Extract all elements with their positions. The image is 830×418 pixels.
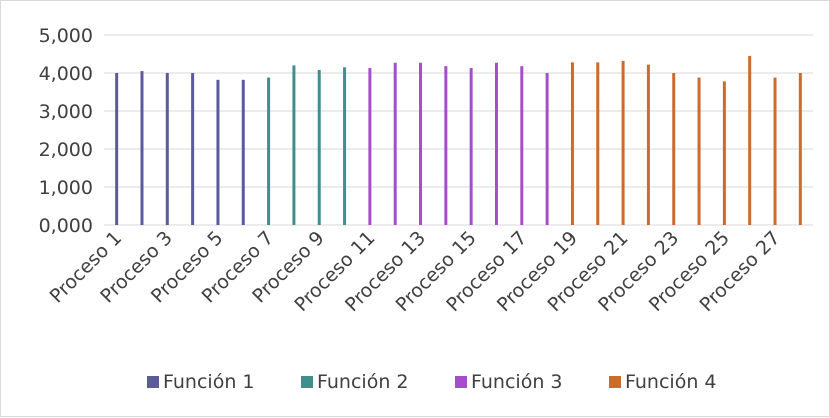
bar (748, 55, 752, 226)
bar (419, 62, 423, 225)
y-tick-label: 0,000 (39, 215, 93, 237)
legend-swatch (455, 376, 467, 388)
legend-label: Función 3 (471, 371, 563, 393)
bar (672, 73, 676, 225)
legend-item: Función 2 (301, 371, 409, 393)
legend-item: Función 1 (147, 371, 255, 393)
y-tick-label: 5,000 (39, 25, 93, 47)
bar (469, 68, 473, 225)
bar (140, 71, 144, 225)
legend-swatch (609, 376, 621, 388)
bar (165, 73, 169, 225)
bar (444, 66, 448, 225)
bar (267, 77, 271, 225)
y-tick-label: 2,000 (39, 139, 93, 161)
bar (494, 62, 498, 225)
bar (368, 68, 372, 225)
legend-item: Función 3 (455, 371, 563, 393)
bar (722, 81, 726, 225)
y-tick-label: 3,000 (39, 101, 93, 123)
bar (520, 66, 524, 225)
y-tick-label: 4,000 (39, 63, 93, 85)
bar (570, 62, 574, 225)
legend-swatch (301, 376, 313, 388)
bar (292, 65, 296, 226)
bar (646, 64, 650, 225)
legend-swatch (147, 376, 159, 388)
legend-label: Función 4 (625, 371, 717, 393)
bar (596, 62, 600, 225)
bar (115, 73, 119, 225)
legend-item: Función 4 (609, 371, 717, 393)
bar (191, 73, 195, 225)
bar (343, 67, 347, 225)
bar (697, 77, 701, 225)
bar (545, 73, 549, 225)
bar (393, 62, 397, 225)
bar (798, 73, 802, 225)
bar (216, 79, 220, 225)
bar (621, 60, 625, 226)
bar (317, 69, 321, 226)
legend-label: Función 2 (317, 371, 409, 393)
y-tick-label: 1,000 (39, 177, 93, 199)
bar (241, 79, 245, 225)
legend-label: Función 1 (163, 371, 255, 393)
bar (773, 77, 777, 225)
